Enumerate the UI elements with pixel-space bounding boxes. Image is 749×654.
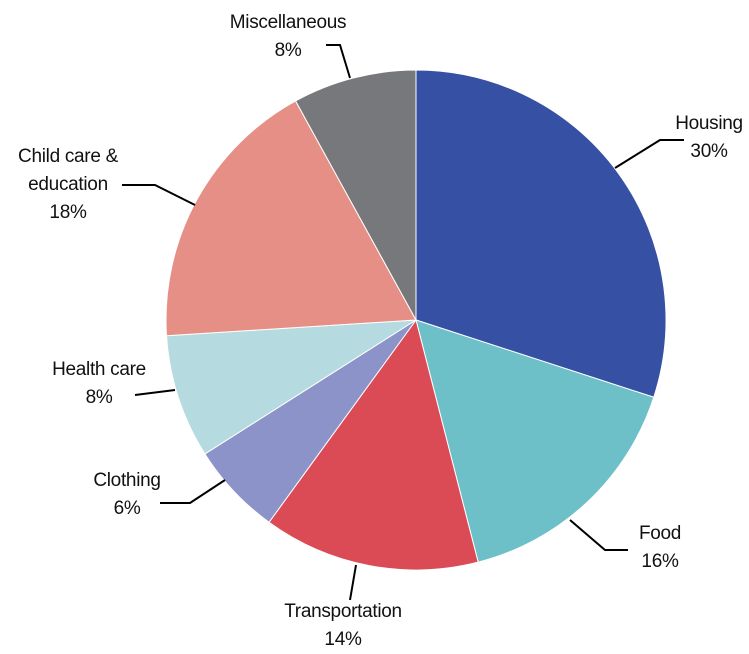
slice-label: Child care & education 18% — [9, 143, 127, 227]
leader-line — [326, 44, 351, 79]
leader-line — [160, 479, 226, 504]
leader-line — [569, 519, 628, 551]
slice-label: Miscellaneous 8% — [213, 9, 363, 65]
slice-label: Health care 8% — [39, 356, 159, 412]
leader-line — [349, 564, 357, 601]
slice-label: Housing 30% — [664, 110, 749, 166]
category-label: Health care — [52, 359, 146, 380]
slice-label: Transportation 14% — [263, 598, 423, 654]
pie-slice — [415, 69, 667, 398]
leader-line — [122, 184, 196, 206]
category-label: Food — [638, 523, 682, 544]
value-label: 14% — [324, 629, 362, 650]
category-label: Miscellaneous — [229, 12, 347, 33]
value-label: 30% — [690, 141, 728, 162]
category-label: Housing — [675, 113, 743, 134]
value-label: 8% — [274, 40, 302, 61]
pie-slice — [268, 318, 479, 571]
value-label: 8% — [85, 387, 113, 408]
pie-slice — [294, 69, 417, 321]
leader-line — [614, 139, 684, 169]
pie-slice — [415, 319, 655, 563]
value-label: 16% — [641, 551, 679, 572]
value-label: 18% — [49, 202, 87, 223]
slice-label: Food 16% — [620, 520, 700, 576]
pie-slice — [165, 319, 417, 455]
category-label: Transportation — [284, 601, 402, 622]
pie-slice — [165, 100, 417, 337]
slice-label: Clothing 6% — [82, 467, 172, 523]
value-label: 6% — [113, 498, 141, 519]
category-label: Child care & education — [18, 146, 118, 195]
category-label: Clothing — [93, 470, 161, 491]
leader-line — [134, 389, 176, 396]
